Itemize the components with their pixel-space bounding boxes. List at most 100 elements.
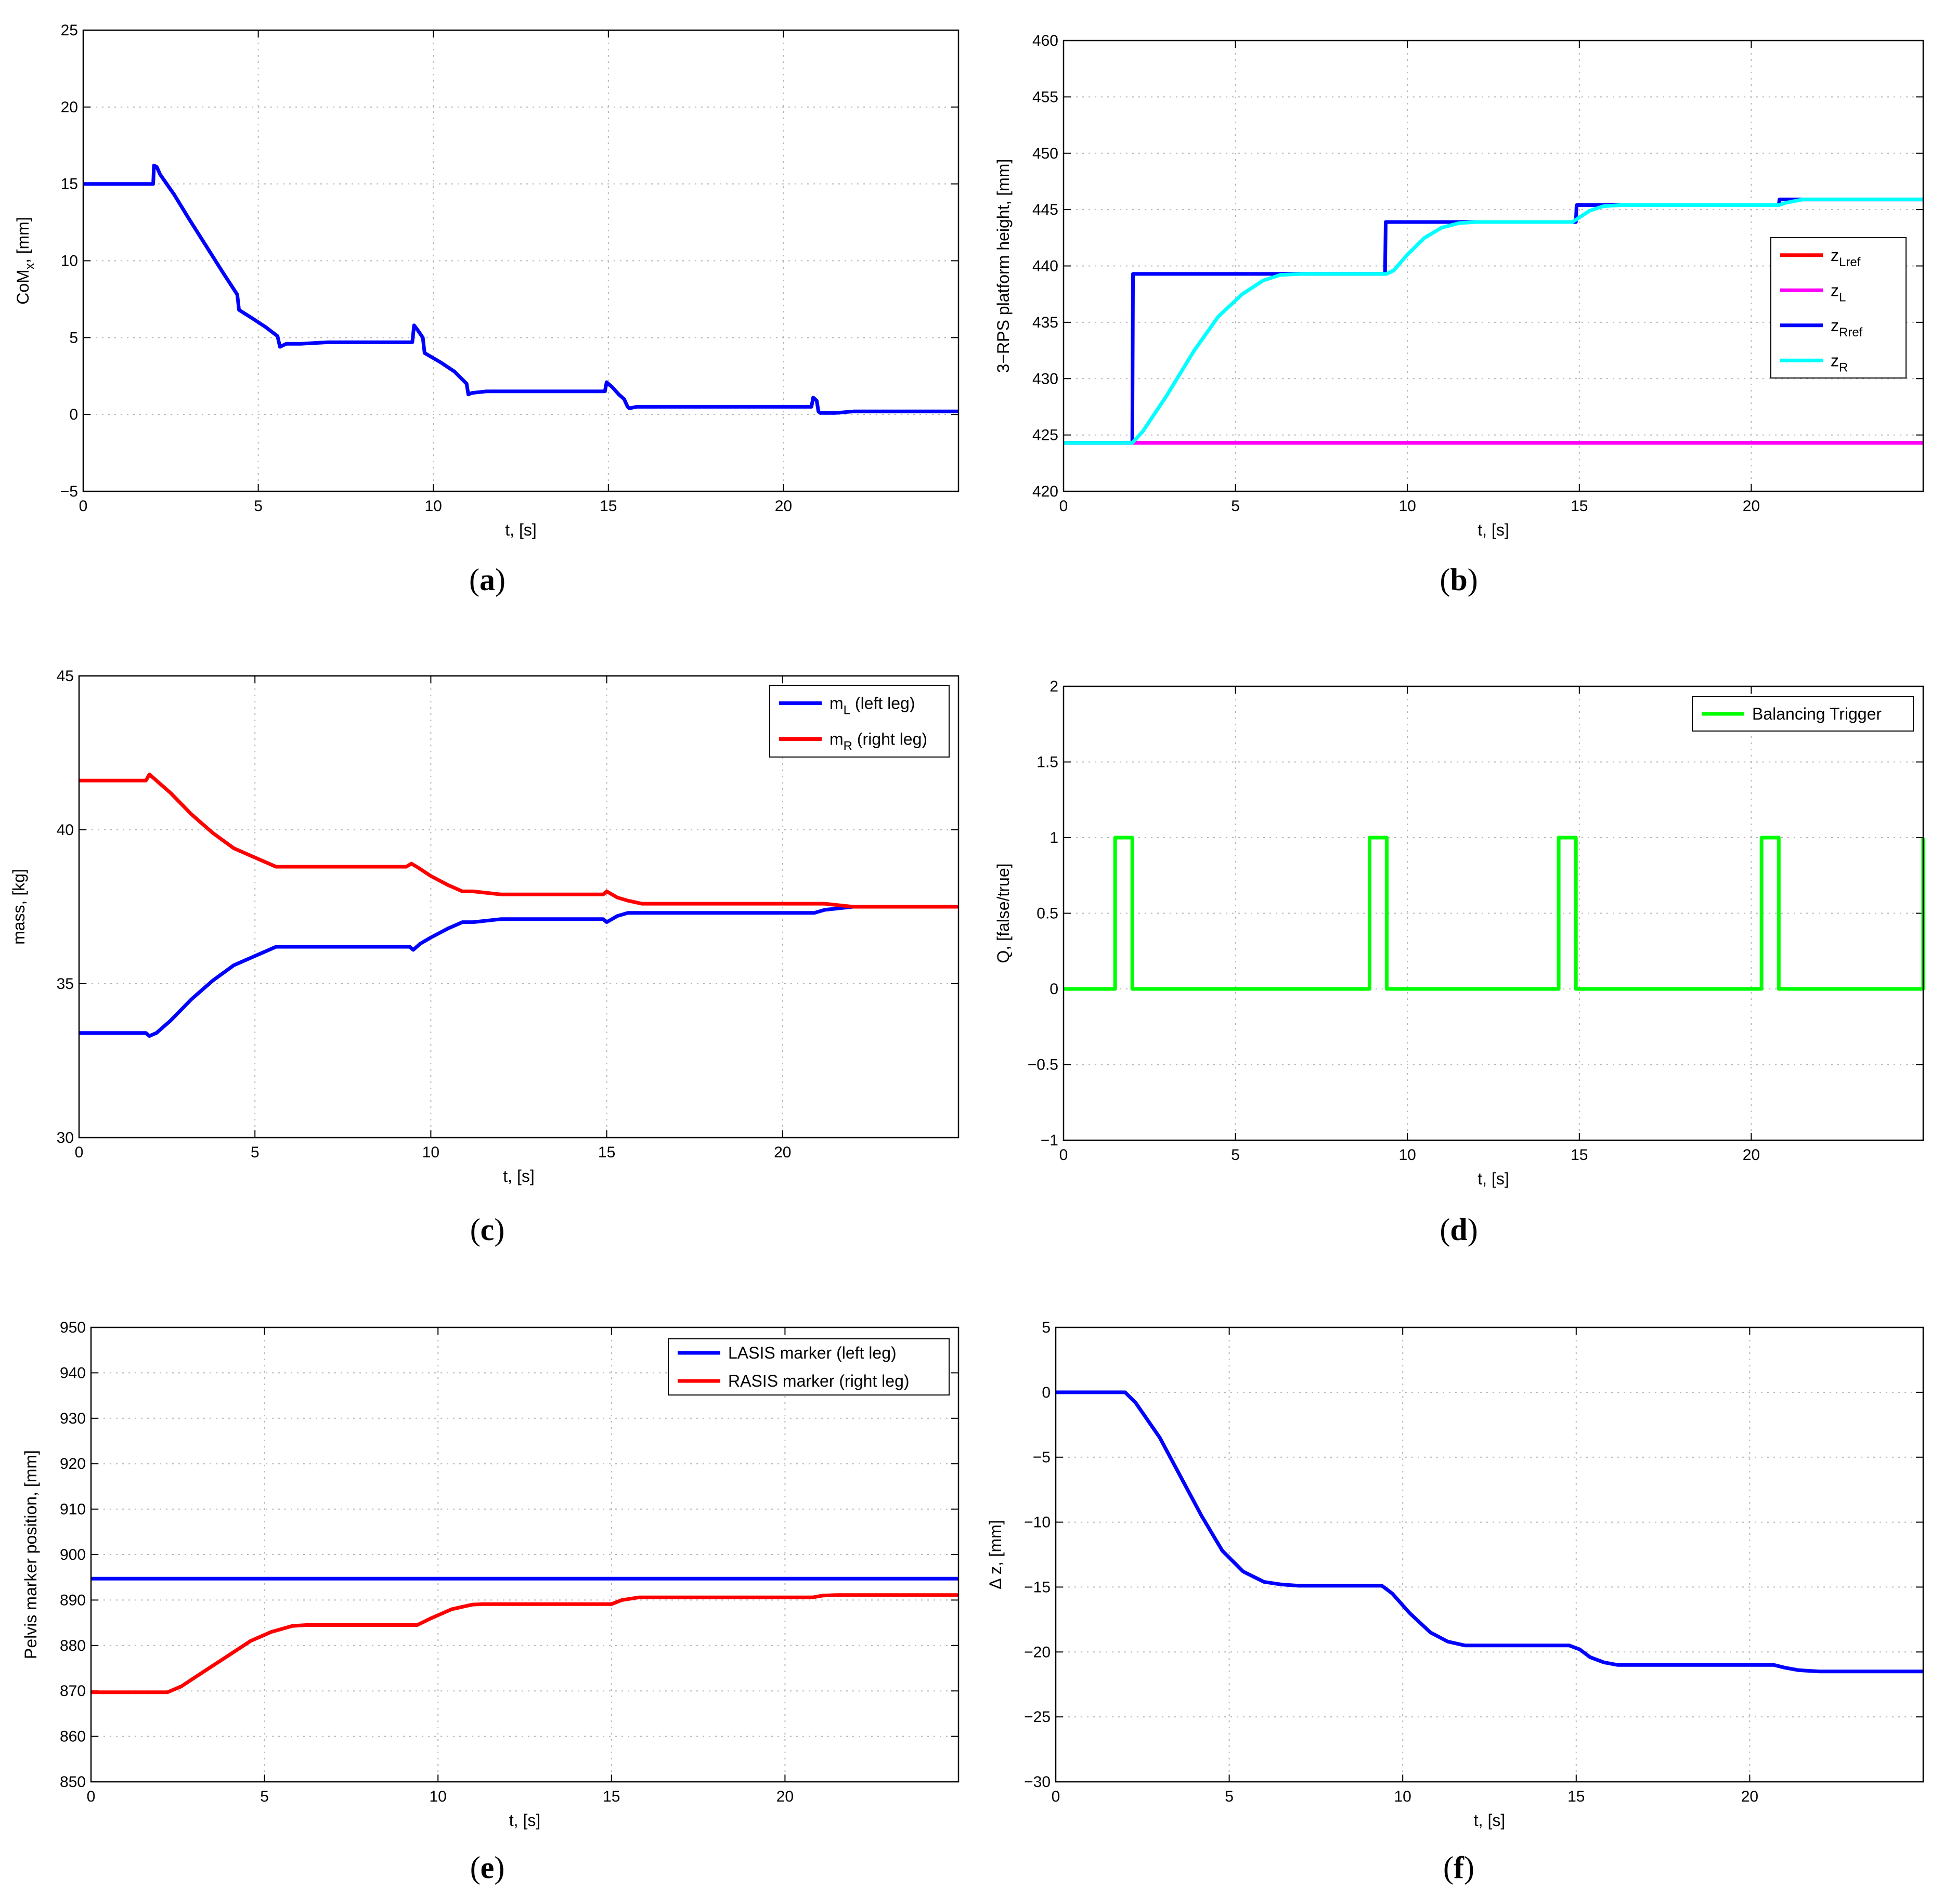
y-tick-label: −15	[1024, 1579, 1051, 1596]
panel-caption: (b)	[1440, 563, 1478, 597]
x-tick-label: 15	[603, 1788, 620, 1805]
x-tick-label: 5	[254, 498, 263, 515]
x-tick-label: 20	[1743, 1146, 1760, 1164]
legend: mL (left leg) mR (right leg)	[769, 685, 950, 758]
y-tick-label: 5	[69, 329, 78, 346]
y-tick-label: 2	[1049, 678, 1058, 695]
x-tick-label: 5	[260, 1788, 269, 1805]
series-line-rasis-marker-right-leg-	[91, 1593, 958, 1694]
y-tick-label: 860	[60, 1728, 86, 1745]
series-line--z	[1056, 1390, 1923, 1674]
y-axis-label: mass, [kg]	[9, 869, 28, 945]
y-tick-label: 20	[61, 99, 78, 116]
y-tick-label: −0.5	[1028, 1057, 1058, 1074]
x-axis-label: t, [s]	[1478, 1169, 1509, 1188]
legend-label: zL	[1831, 281, 1846, 304]
y-tick-label: 445	[1032, 201, 1058, 218]
y-tick-label: 40	[57, 821, 74, 839]
panel-caption: (f)	[1443, 1850, 1474, 1885]
legend-box	[769, 685, 950, 758]
plot-frame	[90, 1326, 960, 1783]
y-tick-label: 5	[1042, 1319, 1051, 1336]
y-tick-label: 0	[69, 406, 78, 423]
y-tick-label: 900	[60, 1546, 86, 1563]
series-line-balancing-trigger	[1064, 836, 1925, 991]
plot-frame	[82, 29, 960, 492]
legend-label: zR	[1831, 351, 1848, 374]
panel-caption: (c)	[470, 1212, 505, 1247]
series-line-ml-left-leg-	[79, 905, 958, 1038]
x-tick-label: 5	[1225, 1788, 1234, 1805]
y-tick-label: −20	[1024, 1644, 1051, 1661]
y-axis-label: Pelvis marker position, [mm]	[21, 1450, 40, 1659]
x-tick-label: 10	[430, 1788, 447, 1805]
y-tick-label: 1	[1049, 829, 1058, 846]
y-tick-label: −1	[1041, 1132, 1058, 1149]
y-tick-label: 940	[60, 1364, 86, 1381]
y-axis-label: 3−RPS platform height, [mm]	[994, 159, 1013, 373]
chart-panel-d: 0 5 10 15 20 −1 −0.5 0 0.5 1 1.5 2 t, [s] Q, [false/t…	[994, 678, 1925, 1247]
y-tick-label: 30	[57, 1129, 74, 1146]
y-axis-label: Q, [false/true]	[994, 863, 1013, 963]
legend-label: zLref	[1831, 246, 1861, 269]
x-tick-label: 0	[1052, 1788, 1060, 1805]
x-tick-label: 5	[1231, 1146, 1240, 1164]
y-tick-label: 455	[1032, 88, 1058, 106]
x-axis-label: t, [s]	[503, 1167, 534, 1185]
legend-box	[1770, 237, 1907, 379]
y-tick-label: 25	[61, 22, 78, 39]
series-line-zr	[1064, 198, 1923, 445]
y-tick-label: 450	[1032, 145, 1058, 162]
x-axis-label: t, [s]	[1474, 1811, 1505, 1830]
series-line-comx	[83, 163, 958, 415]
y-tick-label: 880	[60, 1637, 86, 1654]
y-tick-label: 45	[57, 668, 74, 685]
y-tick-label: 35	[57, 975, 74, 993]
legend-label: Balancing Trigger	[1752, 705, 1882, 723]
y-tick-label: 890	[60, 1592, 86, 1609]
legend: zLref zL zRref zR	[1770, 237, 1907, 379]
legend-box	[668, 1338, 950, 1396]
x-tick-label: 10	[1399, 498, 1416, 515]
x-tick-label: 20	[774, 1144, 791, 1161]
legend-label: zRref	[1831, 316, 1863, 340]
plot-frame	[78, 675, 960, 1139]
y-tick-label: 1.5	[1036, 754, 1058, 771]
y-tick-label: 950	[60, 1319, 86, 1336]
chart-panel-f: 0 5 10 15 20 −30 −25 −20 −15 −10 −5 0 5 t, [s] Δ z, [m…	[986, 1319, 1924, 1885]
x-axis-label: t, [s]	[1478, 520, 1509, 539]
y-tick-label: −5	[60, 483, 78, 500]
y-tick-label: 435	[1032, 314, 1058, 331]
x-tick-label: 20	[775, 498, 792, 515]
y-tick-label: 425	[1032, 427, 1058, 444]
y-tick-label: 0	[1049, 981, 1058, 998]
x-tick-label: 15	[1571, 1146, 1588, 1164]
y-tick-label: 0	[1042, 1384, 1051, 1401]
y-tick-label: 440	[1032, 258, 1058, 275]
legend-label: RASIS marker (right leg)	[728, 1372, 910, 1390]
y-tick-label: −10	[1024, 1514, 1051, 1531]
y-tick-label: 870	[60, 1683, 86, 1700]
panel-caption: (e)	[470, 1850, 505, 1885]
y-axis-label: Δ z, [mm]	[986, 1520, 1005, 1589]
plot-frame	[1062, 685, 1924, 1141]
x-tick-label: 5	[251, 1144, 260, 1161]
y-tick-label: −25	[1024, 1709, 1051, 1726]
legend: Balancing Trigger	[1692, 696, 1914, 732]
x-tick-label: 20	[1741, 1788, 1758, 1805]
y-tick-label: 0.5	[1036, 905, 1058, 922]
y-tick-label: 910	[60, 1501, 86, 1518]
x-tick-label: 20	[1743, 498, 1760, 515]
y-tick-label: 920	[60, 1455, 86, 1472]
legend-label: LASIS marker (left leg)	[728, 1344, 897, 1362]
x-tick-label: 0	[75, 1144, 84, 1161]
x-tick-label: 15	[600, 498, 617, 515]
x-tick-label: 10	[1399, 1146, 1416, 1164]
x-tick-label: 0	[1059, 1146, 1068, 1164]
plot-frame	[1055, 1326, 1924, 1783]
x-tick-label: 15	[1567, 1788, 1585, 1805]
y-tick-label: 850	[60, 1773, 86, 1791]
panel-caption: (d)	[1440, 1212, 1478, 1247]
